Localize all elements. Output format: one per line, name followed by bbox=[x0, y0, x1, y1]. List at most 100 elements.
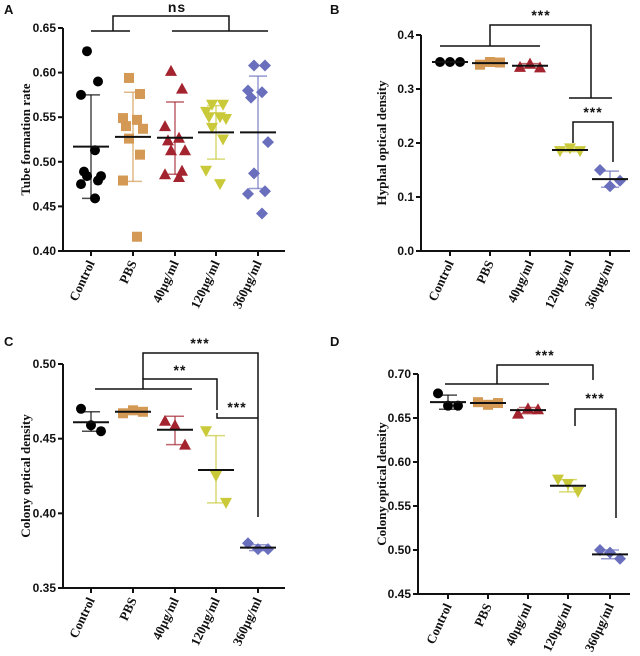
y-axis-label: Colony optical density bbox=[18, 414, 33, 538]
panel-a: A 0.40 0.45 0.50 0.55 0.60 0.65 Tube formation … bbox=[4, 0, 285, 311]
y-tick-label: 0.40 bbox=[33, 244, 57, 258]
data-point bbox=[604, 180, 616, 193]
x-tick-label: PBS bbox=[116, 258, 140, 286]
significance-label: *** bbox=[190, 335, 209, 351]
data-point bbox=[82, 171, 92, 182]
bracket-line bbox=[142, 352, 259, 517]
significance-label: ns bbox=[168, 0, 186, 15]
significance-label: *** bbox=[583, 104, 602, 120]
data-point bbox=[259, 59, 271, 72]
group-4 bbox=[592, 164, 628, 193]
significance-bracket: ** bbox=[95, 362, 218, 410]
y-tick-label: 0.1 bbox=[397, 190, 414, 204]
group-3 bbox=[198, 99, 234, 191]
data-point bbox=[564, 143, 576, 155]
data-point bbox=[76, 403, 86, 414]
data-point bbox=[453, 400, 463, 411]
data-point bbox=[552, 474, 564, 486]
group-1 bbox=[470, 397, 506, 410]
data-point bbox=[245, 91, 257, 104]
y-axis-label: Hyphal optical density bbox=[374, 80, 389, 205]
data-point bbox=[121, 121, 131, 132]
data-point bbox=[214, 179, 226, 191]
data-point bbox=[248, 59, 260, 72]
y-tick-label: 0.45 bbox=[33, 432, 57, 446]
data-point bbox=[483, 399, 493, 410]
data-point bbox=[248, 167, 260, 180]
data-point bbox=[138, 123, 148, 134]
x-tick-label: 120μg/ml bbox=[539, 601, 574, 654]
x-tick-label: Control bbox=[425, 258, 457, 304]
bracket-line bbox=[572, 121, 614, 162]
data-point bbox=[554, 146, 566, 158]
y-axis-label: Tube formation rate bbox=[18, 83, 33, 195]
y-tick-label: 0.55 bbox=[33, 110, 57, 124]
y-tick-label: 0.45 bbox=[33, 199, 57, 213]
data-point bbox=[162, 134, 174, 146]
data-point bbox=[256, 86, 268, 99]
data-point bbox=[242, 537, 254, 550]
data-point bbox=[179, 438, 191, 450]
data-point bbox=[76, 89, 86, 100]
data-point bbox=[256, 207, 268, 220]
y-tick-label: 0.60 bbox=[33, 66, 57, 80]
data-point bbox=[433, 388, 443, 399]
x-tick-label: 120μg/ml bbox=[541, 258, 576, 311]
y-tick-label: 0.35 bbox=[33, 581, 57, 595]
data-point bbox=[159, 414, 171, 426]
data-point bbox=[220, 113, 232, 125]
x-tick-label: 40μg/ml bbox=[502, 601, 535, 648]
group-0 bbox=[430, 388, 466, 411]
x-tick-label: 120μg/ml bbox=[187, 258, 222, 311]
x-tick-label: Control bbox=[423, 601, 455, 647]
bracket-line bbox=[574, 408, 617, 518]
group-2 bbox=[157, 414, 193, 450]
data-point bbox=[159, 168, 171, 180]
y-tick-label: 0.45 bbox=[388, 587, 412, 601]
panel-label: D bbox=[330, 334, 339, 349]
group-3 bbox=[552, 143, 588, 158]
significance-label: *** bbox=[227, 399, 246, 415]
group-1 bbox=[472, 57, 508, 70]
data-point bbox=[572, 486, 584, 498]
group-0 bbox=[73, 46, 109, 204]
group-4 bbox=[240, 59, 276, 220]
group-3 bbox=[198, 426, 234, 509]
data-point bbox=[485, 57, 495, 67]
x-tick-label: Control bbox=[66, 258, 98, 304]
group-3 bbox=[550, 474, 586, 498]
panel-b: B 0.0 0.1 0.2 0.3 0.4 Hyphal optical density Co… bbox=[330, 2, 630, 311]
x-tick-label: PBS bbox=[471, 601, 495, 629]
y-axis-label: Colony optical density bbox=[374, 422, 389, 546]
panel-label: B bbox=[330, 2, 339, 17]
data-point bbox=[179, 144, 191, 156]
data-point bbox=[217, 99, 229, 111]
data-point bbox=[594, 164, 606, 176]
data-point bbox=[165, 144, 177, 156]
y-tick-label: 0.65 bbox=[33, 21, 57, 35]
x-tick-label: 40μg/ml bbox=[149, 595, 182, 642]
data-point bbox=[132, 114, 142, 125]
data-point bbox=[135, 149, 145, 160]
x-tick-label: PBS bbox=[116, 595, 140, 623]
group-0 bbox=[432, 57, 468, 67]
data-point bbox=[118, 175, 128, 186]
data-point bbox=[203, 112, 215, 124]
bracket-line bbox=[142, 378, 218, 410]
data-point bbox=[165, 64, 177, 76]
data-point bbox=[90, 193, 100, 204]
data-point bbox=[562, 479, 574, 490]
bracket-line bbox=[112, 15, 230, 31]
data-point bbox=[169, 419, 181, 431]
data-point bbox=[532, 403, 544, 415]
significance-bracket: *** bbox=[142, 335, 259, 517]
data-point bbox=[132, 231, 142, 242]
x-tick-label: 360μg/ml bbox=[581, 601, 616, 654]
data-point bbox=[475, 59, 485, 70]
data-point bbox=[82, 46, 92, 57]
group-2 bbox=[157, 64, 193, 182]
y-tick-label: 0.60 bbox=[388, 455, 412, 469]
significance-bracket: *** bbox=[440, 7, 612, 99]
data-point bbox=[173, 170, 185, 182]
